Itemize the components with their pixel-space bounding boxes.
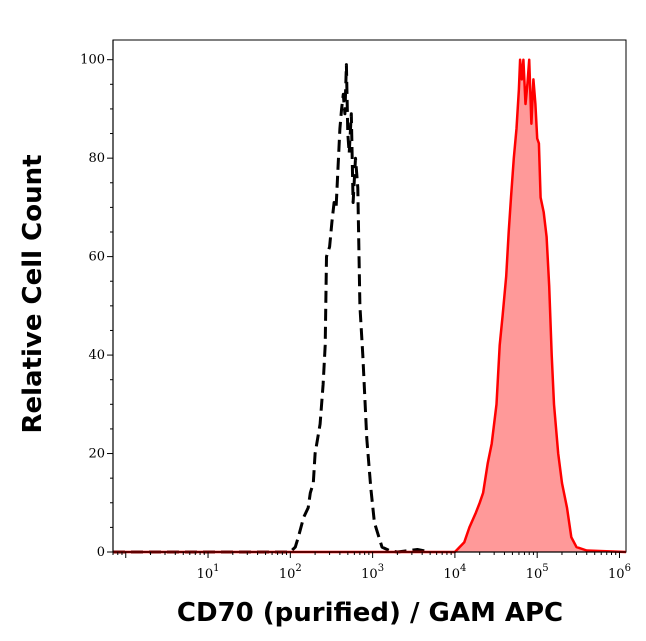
x-tick-label: 102 bbox=[279, 563, 302, 582]
x-tick-label: 106 bbox=[608, 563, 631, 582]
y-axis-title: Relative Cell Count bbox=[18, 154, 48, 433]
axes-layer: 101 102 103 104 105 106 0 20 40 60 80 100 bbox=[80, 40, 631, 582]
series-line-1 bbox=[113, 58, 627, 554]
y-tick-label: 0 bbox=[97, 545, 105, 560]
series-line-0 bbox=[113, 63, 431, 554]
series-fill-1 bbox=[113, 59, 626, 552]
series-layer bbox=[113, 58, 627, 554]
y-tick-label: 100 bbox=[80, 53, 105, 68]
y-tick-label: 20 bbox=[88, 447, 105, 462]
y-tick-label: 80 bbox=[88, 151, 105, 166]
x-tick-label: 104 bbox=[443, 563, 466, 582]
x-tick-label: 103 bbox=[361, 563, 384, 582]
y-tick-label: 60 bbox=[88, 250, 105, 265]
x-tick-label: 105 bbox=[526, 563, 549, 582]
y-tick-label: 40 bbox=[88, 348, 105, 363]
x-axis-title: CD70 (purified) / GAM APC bbox=[177, 598, 563, 628]
x-tick-label: 101 bbox=[197, 563, 220, 582]
